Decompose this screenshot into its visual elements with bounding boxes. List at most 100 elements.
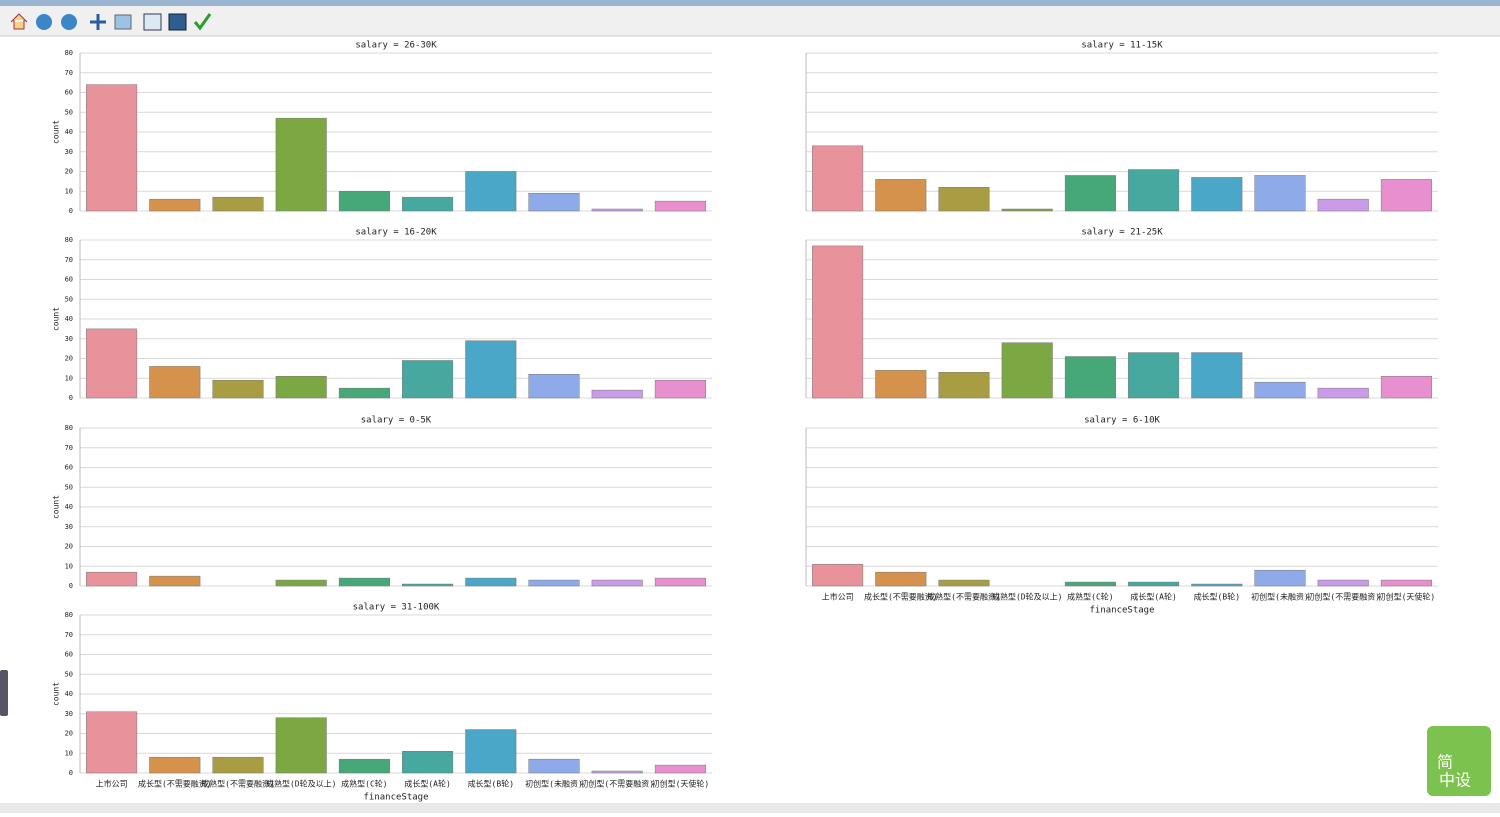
y-tick-label: 70	[65, 631, 73, 639]
y-tick-label: 40	[65, 128, 73, 136]
bar	[402, 360, 454, 399]
y-tick-label: 70	[65, 69, 73, 77]
bar	[1254, 381, 1306, 399]
x-tick-label: 上市公司	[96, 779, 128, 789]
bar	[402, 583, 454, 587]
bar	[149, 756, 201, 774]
forward-button[interactable]	[61, 14, 77, 30]
bar	[1191, 177, 1243, 212]
bar	[86, 571, 138, 587]
pan-button[interactable]	[90, 14, 106, 30]
y-tick-label: 30	[65, 710, 73, 718]
bar	[875, 370, 927, 399]
y-tick-label: 30	[65, 523, 73, 531]
bar	[338, 577, 390, 587]
bar	[465, 577, 517, 587]
bar	[465, 171, 517, 212]
side-handle	[0, 670, 8, 716]
x-tick-label: 成熟型(C轮)	[341, 779, 387, 789]
title-bar	[0, 0, 1500, 6]
bar	[1064, 175, 1116, 212]
x-tick-label: 成熟型(D轮及以上)	[266, 779, 336, 789]
panel-title: salary = 31-100K	[353, 603, 440, 613]
x-axis-label: financeStage	[363, 793, 428, 803]
bar	[465, 340, 517, 399]
y-tick-label: 0	[69, 582, 73, 590]
bar	[275, 579, 327, 587]
y-tick-label: 50	[65, 483, 73, 491]
zoom-button[interactable]	[114, 14, 132, 30]
x-tick-label: 成熟型(C轮)	[1067, 592, 1113, 602]
bar	[1380, 579, 1432, 587]
y-tick-label: 60	[65, 276, 73, 284]
home-button[interactable]	[10, 13, 28, 30]
bar	[212, 379, 264, 399]
toolbar-icons	[10, 13, 212, 31]
x-tick-label: 成熟型(D轮及以上)	[992, 592, 1062, 602]
y-tick-label: 50	[65, 108, 73, 116]
bar	[86, 328, 138, 399]
bar	[875, 179, 927, 212]
y-tick-label: 60	[65, 651, 73, 659]
y-tick-label: 80	[65, 611, 73, 619]
y-tick-label: 80	[65, 236, 73, 244]
y-tick-label: 70	[65, 444, 73, 452]
logo-text: 简	[1437, 753, 1453, 772]
bar	[938, 187, 990, 212]
y-axis-label: count	[52, 495, 61, 519]
bar	[812, 564, 864, 587]
x-tick-label: 初创型(不需要融资)	[1306, 592, 1380, 602]
bar	[212, 756, 264, 774]
bar	[812, 145, 864, 212]
y-tick-label: 20	[65, 543, 73, 551]
bar	[1254, 569, 1306, 587]
y-tick-label: 0	[69, 207, 73, 215]
y-tick-label: 0	[69, 394, 73, 402]
x-tick-label: 初创型(天使轮)	[652, 779, 710, 789]
bar	[1191, 352, 1243, 399]
bar	[528, 579, 580, 587]
y-tick-label: 10	[65, 374, 73, 382]
y-tick-label: 0	[69, 769, 73, 777]
check-button[interactable]	[193, 13, 212, 31]
bar	[1001, 342, 1053, 399]
bar	[402, 751, 454, 774]
x-tick-label: 初创型(未融资)	[525, 779, 583, 789]
bar	[654, 379, 706, 399]
y-axis-label: count	[52, 307, 61, 331]
bar	[275, 717, 327, 774]
bar	[1317, 198, 1369, 212]
status-bar	[0, 803, 1500, 813]
y-tick-label: 40	[65, 315, 73, 323]
configure-button[interactable]	[143, 13, 162, 31]
x-tick-label: 成熟型(不需要融资)	[927, 592, 1001, 602]
bar	[1380, 179, 1432, 212]
bar	[275, 376, 327, 399]
bar	[1317, 579, 1369, 587]
bar	[654, 577, 706, 587]
panel-title: salary = 0-5K	[361, 416, 432, 426]
x-tick-label: 成长型(A轮)	[1130, 592, 1176, 602]
bar	[465, 729, 517, 774]
bar	[654, 200, 706, 212]
y-tick-label: 60	[65, 464, 73, 472]
x-tick-label: 成长型(A轮)	[404, 779, 450, 789]
bar	[1380, 376, 1432, 399]
panel-title: salary = 21-25K	[1081, 228, 1163, 238]
y-tick-label: 20	[65, 730, 73, 738]
y-axis-label: count	[52, 120, 61, 144]
bar	[812, 245, 864, 399]
y-tick-label: 20	[65, 168, 73, 176]
save-button[interactable]	[168, 13, 187, 31]
bar	[1064, 356, 1116, 399]
y-tick-label: 40	[65, 503, 73, 511]
bar	[275, 117, 327, 212]
x-tick-label: 初创型(未融资)	[1251, 592, 1309, 602]
logo-text: 中设	[1439, 771, 1471, 790]
back-button[interactable]	[36, 14, 52, 30]
bar	[591, 579, 643, 587]
bar	[591, 208, 643, 212]
y-tick-label: 10	[65, 187, 73, 195]
bar	[1128, 169, 1180, 212]
bar	[1191, 583, 1243, 587]
